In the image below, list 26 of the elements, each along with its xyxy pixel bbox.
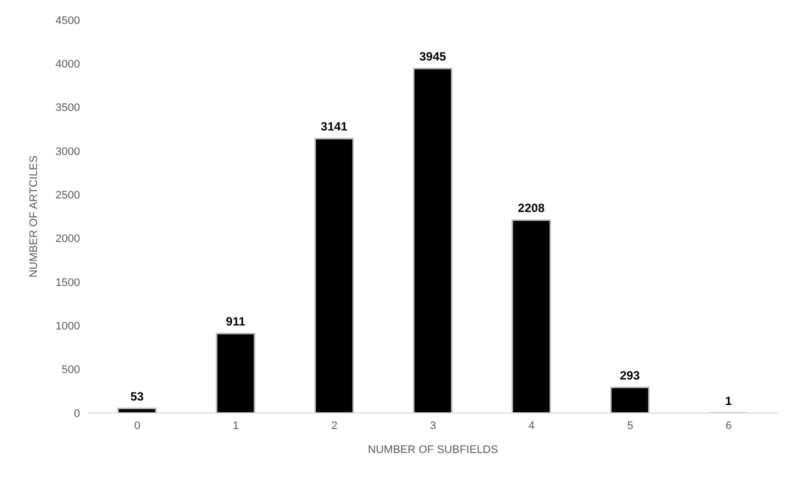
x-tick-label: 0 — [134, 420, 140, 432]
x-tick-label: 4 — [528, 420, 535, 432]
data-label: 1 — [725, 394, 732, 408]
x-axis-title: NUMBER OF SUBFIELDS — [368, 444, 498, 456]
x-tick-label: 5 — [627, 420, 634, 432]
y-tick-label: 500 — [62, 364, 80, 376]
y-tick-label: 4000 — [56, 58, 80, 71]
x-tick-label: 6 — [726, 420, 732, 432]
y-axis-title: NUMBER OF ARTCILES — [28, 155, 40, 278]
data-label: 911 — [226, 314, 246, 328]
data-label: 3945 — [419, 49, 446, 64]
y-tick-label: 1500 — [56, 276, 80, 289]
y-tick-label: 2500 — [56, 190, 80, 202]
y-tick-label: 2000 — [56, 233, 80, 246]
x-tick-label: 2 — [331, 420, 338, 432]
y-tick-label: 0 — [74, 408, 80, 420]
data-label: 293 — [620, 368, 640, 382]
y-tick-label: 3000 — [56, 146, 80, 158]
y-tick-label: 4500 — [56, 14, 80, 27]
y-tick-label: 1000 — [56, 320, 80, 333]
y-tick-label: 3500 — [56, 102, 80, 114]
data-label: 53 — [130, 389, 144, 404]
data-label: 2208 — [518, 201, 545, 216]
x-tick-label: 1 — [232, 420, 239, 432]
data-label: 3141 — [320, 120, 348, 134]
x-tick-label: 3 — [430, 420, 436, 432]
